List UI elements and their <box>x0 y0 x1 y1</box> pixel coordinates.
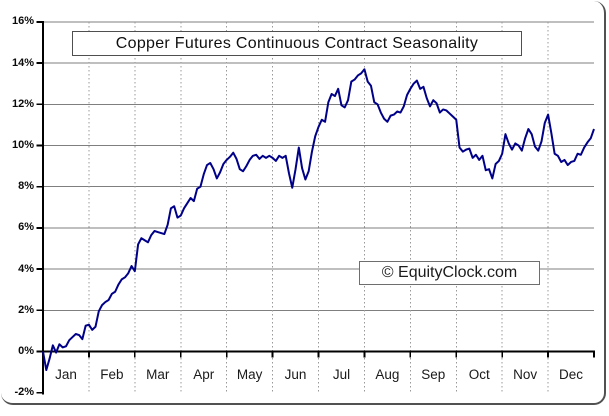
x-axis-label-nov: Nov <box>513 367 538 382</box>
x-axis-label-aug: Aug <box>375 367 400 382</box>
equityclock-watermark: © EquityClock.com <box>359 261 540 285</box>
seasonality-price-line <box>42 68 595 372</box>
x-axis-label-sep: Sep <box>421 367 446 382</box>
x-axis-label-may: May <box>236 367 263 382</box>
x-axis-label-jun: Jun <box>284 367 307 382</box>
y-axis-label: 12% <box>11 97 34 110</box>
y-axis-label: 6% <box>18 221 34 234</box>
x-axis-label-jan: Jan <box>55 367 77 382</box>
y-axis-label: 10% <box>11 139 34 151</box>
y-axis-label: 14% <box>11 56 34 69</box>
x-axis-label-apr: Apr <box>193 367 215 382</box>
y-axis-label: -2% <box>14 386 34 399</box>
chart-title: Copper Futures Continuous Contract Seaso… <box>72 31 522 56</box>
y-axis-label: 0% <box>18 345 34 357</box>
x-axis-label-oct: Oct <box>468 367 490 382</box>
x-axis-label-dec: Dec <box>559 367 584 382</box>
x-axis-label-mar: Mar <box>146 367 170 382</box>
y-axis-label: 4% <box>18 262 34 275</box>
y-axis-label: 16% <box>11 15 34 28</box>
y-axis-label: 2% <box>18 303 34 316</box>
x-axis-label-feb: Feb <box>100 367 124 382</box>
x-axis-label-jul: Jul <box>332 367 351 382</box>
y-axis-label: 8% <box>18 180 34 193</box>
